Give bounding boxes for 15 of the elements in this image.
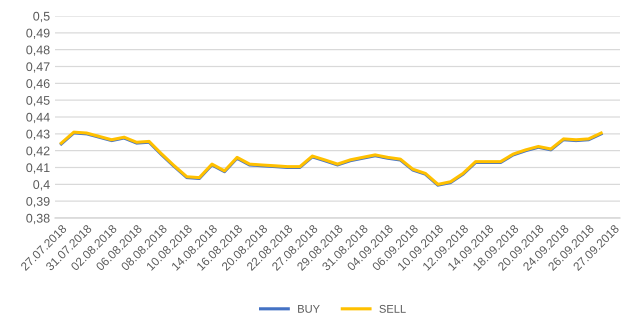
y-tick-label: 0,43 <box>26 130 50 140</box>
y-tick-label: 0,48 <box>26 45 50 56</box>
y-tick-label: 0,38 <box>26 214 50 224</box>
y-tick-label: 0,47 <box>26 62 50 73</box>
y-tick-label: 0,39 <box>26 196 50 208</box>
y-tick-label: 0,4 <box>33 180 50 190</box>
y-tick-label: 0,41 <box>26 163 50 174</box>
legend-label: BUY <box>298 305 320 313</box>
legend-label: SELL <box>379 304 406 313</box>
y-tick-label: 0,44 <box>26 112 50 124</box>
y-tick-label: 0,49 <box>26 28 50 39</box>
y-tick-label: 0,46 <box>26 79 50 90</box>
y-tick-label: 0,45 <box>26 96 50 106</box>
y-tick-label: 0,5 <box>33 12 50 22</box>
y-tick-label: 0,42 <box>26 146 50 157</box>
